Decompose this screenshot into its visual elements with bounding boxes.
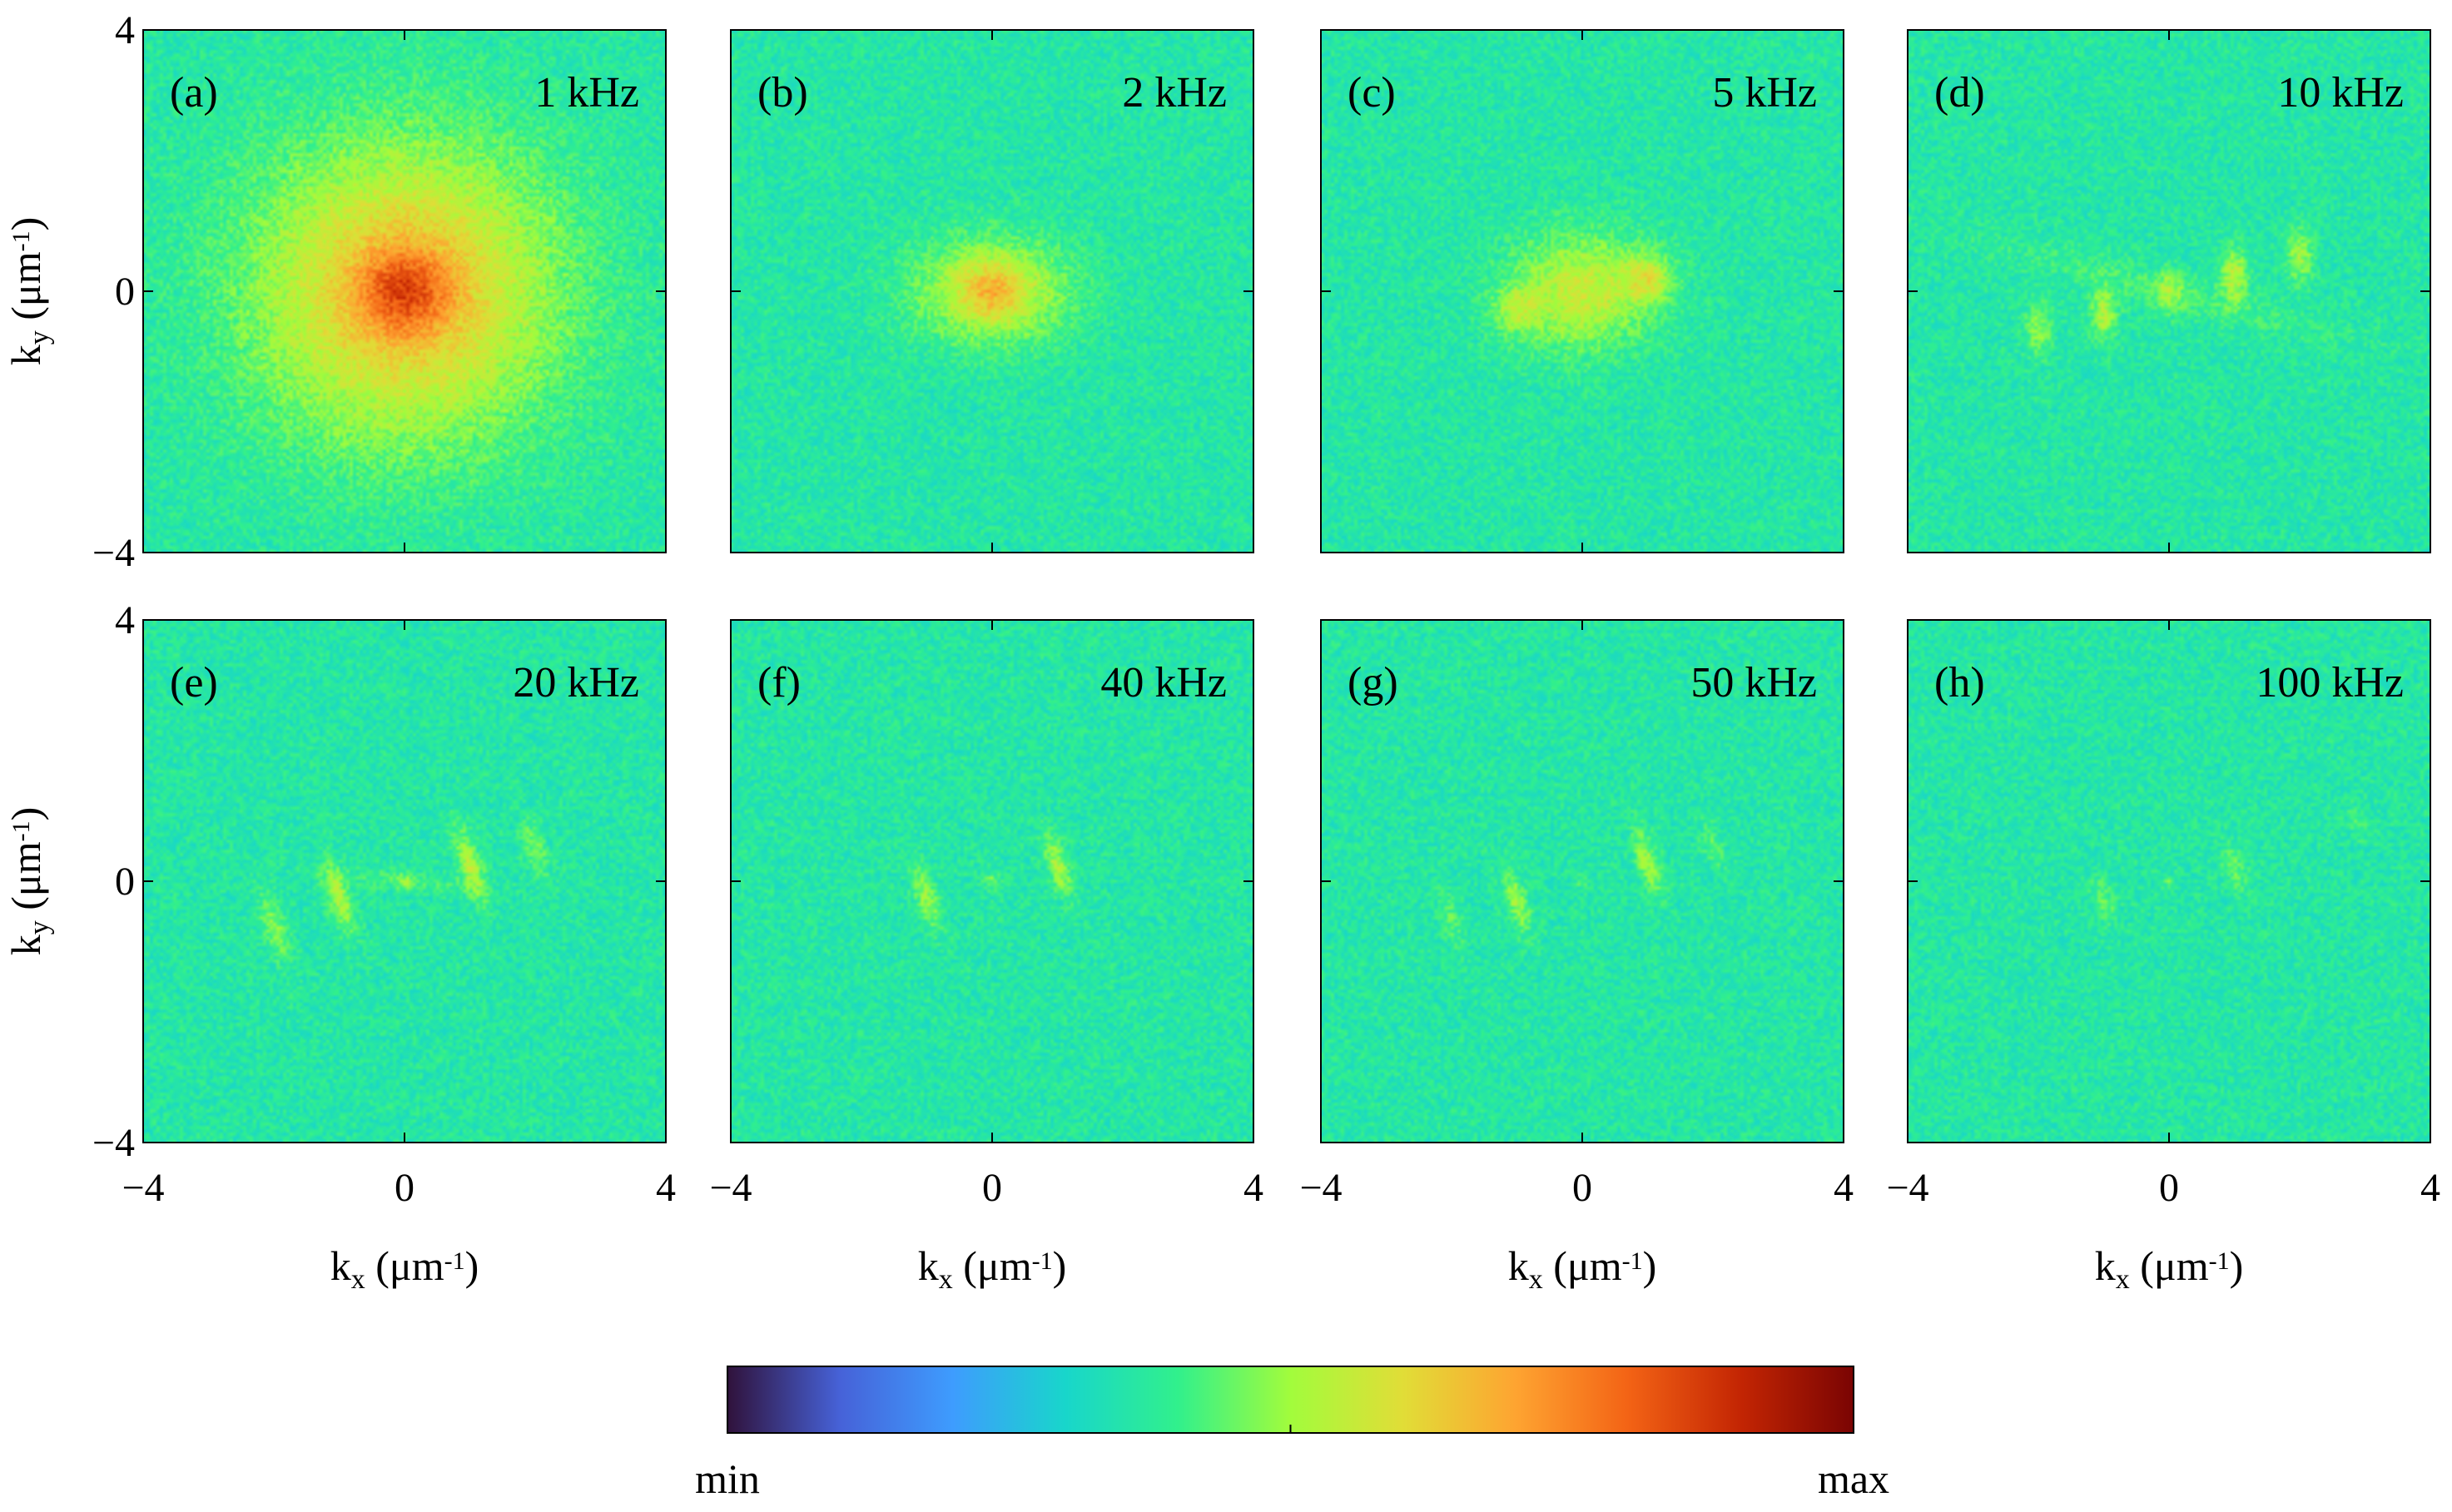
x-tick-label: 0 bbox=[395, 1166, 414, 1210]
colorbar-gradient bbox=[727, 1366, 1854, 1434]
x-tick-label: 0 bbox=[982, 1166, 1002, 1210]
heatmap-image bbox=[1908, 30, 2430, 553]
y-label-unit: (μm bbox=[2, 841, 49, 920]
heatmap-image bbox=[731, 30, 1253, 553]
y-label-main: k bbox=[2, 934, 49, 955]
panel-g: (g) 50 kHz −4 0 4 kx (μm-1) bbox=[1299, 619, 1854, 1295]
panel-f: (f) 40 kHz −4 0 4 kx (μm-1) bbox=[709, 619, 1263, 1295]
x-label-close: ) bbox=[1053, 1242, 1067, 1289]
x-tick-label: 0 bbox=[1572, 1166, 1592, 1210]
x-tick-label: 4 bbox=[1834, 1166, 1854, 1210]
y-label-close: ) bbox=[2, 217, 49, 231]
panel-tag: (e) bbox=[170, 659, 218, 706]
colorbar: min max bbox=[695, 1366, 1889, 1502]
x-label-sub: x bbox=[1529, 1264, 1543, 1295]
x-label-unit: (μm bbox=[1543, 1242, 1622, 1289]
x-axis-label: kx (μm-1) bbox=[918, 1242, 1067, 1295]
y-tick-label: 4 bbox=[115, 8, 135, 52]
x-label-unit: (μm bbox=[953, 1242, 1032, 1289]
panel-d: (d) 10 kHz bbox=[1907, 29, 2431, 553]
panel-h: (h) 100 kHz −4 0 4 kx (μm-1) bbox=[1886, 619, 2440, 1295]
x-label-exp: -1 bbox=[1622, 1247, 1643, 1275]
heatmap-image bbox=[1908, 620, 2430, 1143]
panel-tag: (a) bbox=[170, 69, 218, 116]
x-tick-label: 4 bbox=[1243, 1166, 1263, 1210]
x-label-sub: x bbox=[939, 1264, 953, 1295]
panel-c: (c) 5 kHz bbox=[1320, 29, 1844, 553]
panel-tag: (f) bbox=[757, 659, 801, 706]
y-label-sub: y bbox=[24, 330, 55, 345]
y-tick-label: −4 bbox=[92, 1121, 135, 1165]
x-tick-label: 4 bbox=[656, 1166, 676, 1210]
panel-tag: (b) bbox=[757, 69, 808, 116]
x-tick-label: −4 bbox=[122, 1166, 164, 1210]
panel-frequency: 5 kHz bbox=[1712, 69, 1817, 116]
x-tick-label: −4 bbox=[1886, 1166, 1928, 1210]
y-tick-label: −4 bbox=[92, 531, 135, 575]
y-tick-label: 0 bbox=[115, 860, 135, 904]
heatmap-image bbox=[143, 620, 666, 1143]
panel-frequency: 2 kHz bbox=[1122, 69, 1227, 116]
x-label-close: ) bbox=[1643, 1242, 1657, 1289]
y-axis-label: ky (μm-1) bbox=[2, 807, 55, 956]
x-label-main: k bbox=[1508, 1242, 1529, 1289]
x-tick-label: 0 bbox=[2159, 1166, 2179, 1210]
x-label-main: k bbox=[330, 1242, 351, 1289]
panel-frequency: 20 kHz bbox=[513, 659, 639, 706]
panel-frequency: 10 kHz bbox=[2277, 69, 2404, 116]
x-label-exp: -1 bbox=[2209, 1247, 2230, 1275]
panel-tag: (c) bbox=[1348, 69, 1396, 116]
x-label-main: k bbox=[2095, 1242, 2116, 1289]
panel-a: (a) 1 kHz 4 0 −4 ky (μm-1) bbox=[2, 8, 667, 575]
x-label-unit: (μm bbox=[2130, 1242, 2209, 1289]
y-label-close: ) bbox=[2, 807, 49, 821]
x-label-sub: x bbox=[351, 1264, 365, 1295]
panel-frequency: 50 kHz bbox=[1690, 659, 1817, 706]
heatmap-image bbox=[143, 30, 666, 553]
panel-frequency: 40 kHz bbox=[1100, 659, 1227, 706]
x-label-main: k bbox=[918, 1242, 939, 1289]
x-axis-label: kx (μm-1) bbox=[1508, 1242, 1657, 1295]
panel-frequency: 100 kHz bbox=[2256, 659, 2404, 706]
y-label-exp: -1 bbox=[7, 820, 35, 841]
x-label-close: ) bbox=[465, 1242, 479, 1289]
colorbar-max-label: max bbox=[1818, 1455, 1889, 1502]
y-label-exp: -1 bbox=[7, 231, 35, 251]
panel-tag: (h) bbox=[1934, 659, 1985, 706]
x-label-unit: (μm bbox=[365, 1242, 444, 1289]
heatmap-image bbox=[1321, 620, 1844, 1143]
y-axis-label: ky (μm-1) bbox=[2, 217, 55, 366]
y-tick-label: 0 bbox=[115, 270, 135, 314]
panel-frequency: 1 kHz bbox=[534, 69, 639, 116]
y-tick-label: 4 bbox=[115, 598, 135, 642]
heatmap-image bbox=[1321, 30, 1844, 553]
panel-b: (b) 2 kHz bbox=[730, 29, 1254, 553]
y-label-unit: (μm bbox=[2, 251, 49, 330]
colorbar-min-label: min bbox=[695, 1455, 760, 1502]
y-label-main: k bbox=[2, 345, 49, 365]
x-label-exp: -1 bbox=[444, 1247, 465, 1275]
y-label-sub: y bbox=[24, 920, 55, 934]
panel-tag: (g) bbox=[1348, 659, 1398, 706]
x-label-exp: -1 bbox=[1032, 1247, 1053, 1275]
x-label-close: ) bbox=[2230, 1242, 2244, 1289]
heatmap-image bbox=[731, 620, 1253, 1143]
x-axis-label: kx (μm-1) bbox=[330, 1242, 479, 1295]
x-axis-label: kx (μm-1) bbox=[2095, 1242, 2244, 1295]
x-tick-label: 4 bbox=[2420, 1166, 2440, 1210]
x-label-sub: x bbox=[2116, 1264, 2130, 1295]
x-tick-label: −4 bbox=[1299, 1166, 1342, 1210]
panel-tag: (d) bbox=[1934, 69, 1985, 116]
x-tick-label: −4 bbox=[709, 1166, 752, 1210]
